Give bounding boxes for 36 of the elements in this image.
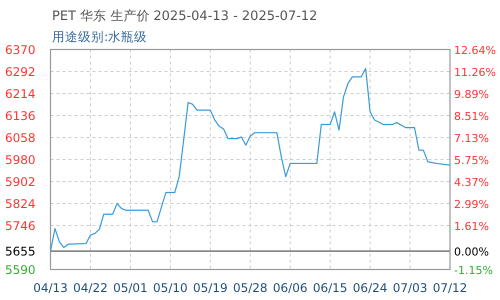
y-tick-label: 6292 (5, 65, 36, 79)
y-tick-label: 5824 (5, 197, 36, 211)
y-tick-label: 5655 (5, 244, 36, 259)
y-tick-label: 5980 (5, 153, 36, 167)
y-tick-label: 5590 (5, 263, 36, 277)
chart-subtitle: 用途级别:水瓶级 (52, 29, 148, 44)
x-tick-label: 07/03 (392, 281, 428, 295)
y-tick-label: 6214 (5, 87, 36, 101)
x-tick-label: 06/24 (352, 281, 388, 295)
y2-tick-label: 5.75% (454, 154, 489, 167)
x-tick-label: 05/19 (193, 281, 228, 295)
x-tick-label: 07/12 (432, 281, 468, 295)
x-tick-label: 05/28 (232, 281, 268, 295)
x-tick-label: 05/10 (153, 281, 188, 295)
x-tick-label: 04/13 (33, 281, 68, 295)
y-tick-label: 5902 (5, 175, 36, 189)
y2-tick-label: 9.89% (454, 88, 489, 101)
x-tick-label: 05/01 (113, 281, 148, 295)
y2-tick-label: 8.51% (454, 110, 489, 123)
y-tick-label: 5746 (5, 219, 36, 233)
y2-tick-label: 12.64% (454, 44, 496, 57)
line-series (50, 68, 451, 252)
chart-title: PET 华东 生产价 2025-04-13 - 2025-07-12 (52, 9, 318, 24)
x-tick-label: 04/22 (73, 281, 108, 295)
y2-tick-label: 0.00% (454, 246, 489, 259)
y2-tick-label: 1.61% (454, 220, 489, 233)
y2-tick-label: 7.13% (454, 132, 489, 145)
y2-tick-label: 4.37% (454, 176, 489, 189)
y-tick-label: 6058 (5, 131, 36, 145)
y2-tick-label: 2.99% (454, 198, 489, 211)
y-tick-label: 6370 (5, 43, 36, 57)
y-tick-label: 6136 (5, 109, 36, 123)
x-tick-label: 06/15 (312, 281, 348, 295)
y2-tick-label: 11.26% (454, 66, 496, 80)
x-tick-label: 06/06 (272, 281, 308, 295)
y2-tick-label: -1.15% (454, 264, 493, 277)
